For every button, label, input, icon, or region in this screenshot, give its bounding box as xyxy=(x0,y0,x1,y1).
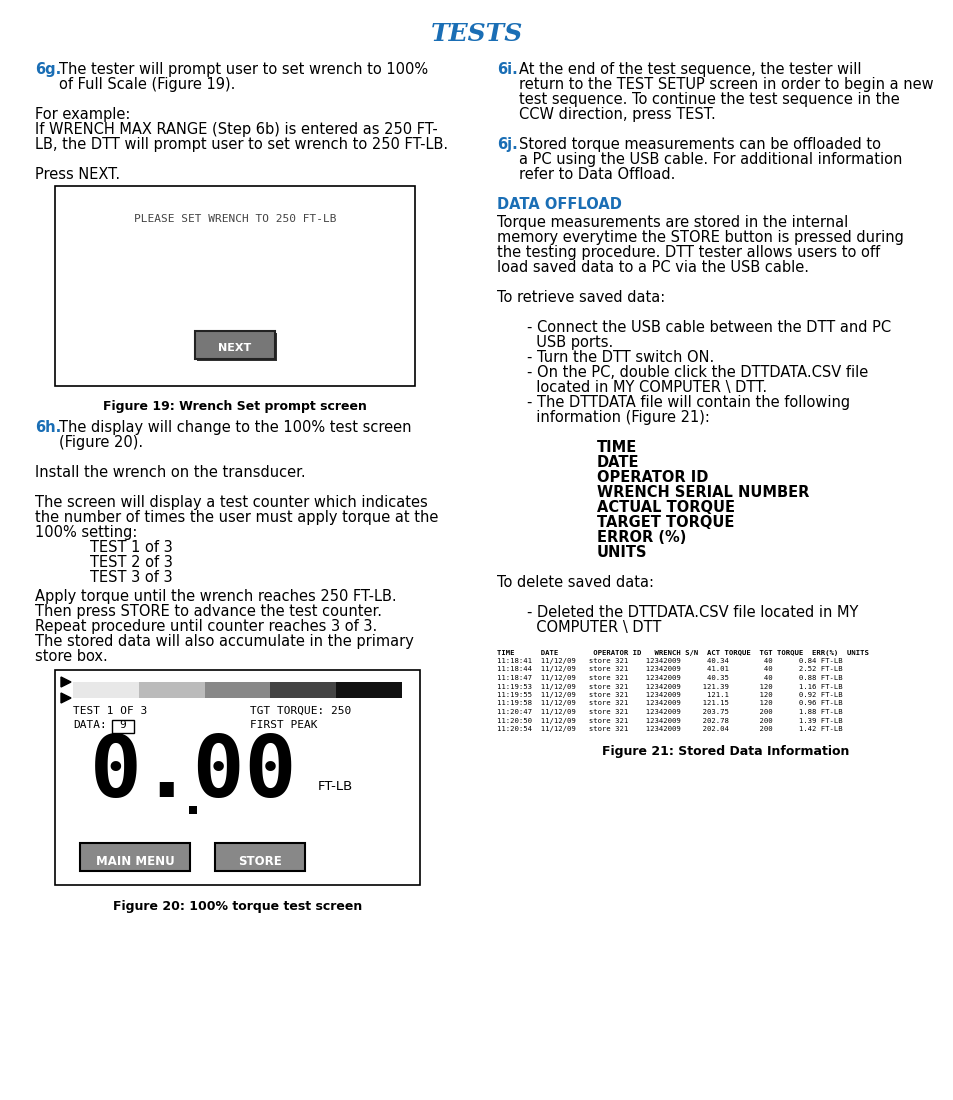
Text: PLEASE SET WRENCH TO 250 FT-LB: PLEASE SET WRENCH TO 250 FT-LB xyxy=(133,214,335,224)
Text: Apply torque until the wrench reaches 250 FT-LB.: Apply torque until the wrench reaches 25… xyxy=(35,588,396,604)
Text: 6i.: 6i. xyxy=(497,62,517,77)
Text: FT-LB: FT-LB xyxy=(317,780,353,793)
Text: To retrieve saved data:: To retrieve saved data: xyxy=(497,290,664,305)
Text: 0.00: 0.00 xyxy=(90,732,297,815)
Text: 6g.: 6g. xyxy=(35,62,61,77)
Text: TEST 2 of 3: TEST 2 of 3 xyxy=(90,556,172,570)
Text: Repeat procedure until counter reaches 3 of 3.: Repeat procedure until counter reaches 3… xyxy=(35,619,376,634)
Text: For example:: For example: xyxy=(35,107,131,122)
Text: test sequence. To continue the test sequence in the: test sequence. To continue the test sequ… xyxy=(518,92,899,107)
Text: 11:19:58  11/12/09   store 321    12342009     121.15       120      0.96 FT-LB: 11:19:58 11/12/09 store 321 12342009 121… xyxy=(497,701,841,706)
Text: 11:19:53  11/12/09   store 321    12342009     121.39       120      1.16 FT-LB: 11:19:53 11/12/09 store 321 12342009 121… xyxy=(497,683,841,690)
Text: NEXT: NEXT xyxy=(218,343,252,353)
Text: Torque measurements are stored in the internal: Torque measurements are stored in the in… xyxy=(497,214,847,230)
Text: ACTUAL TORQUE: ACTUAL TORQUE xyxy=(597,500,734,515)
Text: 11:18:41  11/12/09   store 321    12342009      40.34        40      0.84 FT-LB: 11:18:41 11/12/09 store 321 12342009 40.… xyxy=(497,658,841,664)
Text: Figure 19: Wrench Set prompt screen: Figure 19: Wrench Set prompt screen xyxy=(103,400,367,412)
Text: Then press STORE to advance the test counter.: Then press STORE to advance the test cou… xyxy=(35,604,381,619)
Text: 11:18:47  11/12/09   store 321    12342009      40.35        40      0.88 FT-LB: 11:18:47 11/12/09 store 321 12342009 40.… xyxy=(497,675,841,681)
Text: the number of times the user must apply torque at the: the number of times the user must apply … xyxy=(35,510,438,525)
Text: Figure 21: Stored Data Information: Figure 21: Stored Data Information xyxy=(601,745,848,758)
Bar xyxy=(55,670,419,886)
Text: CCW direction, press TEST.: CCW direction, press TEST. xyxy=(518,107,715,122)
Text: - On the PC, double click the DTTDATA.CSV file: - On the PC, double click the DTTDATA.CS… xyxy=(526,365,867,380)
Text: DATA OFFLOAD: DATA OFFLOAD xyxy=(497,197,621,212)
Text: TEST 1 of 3: TEST 1 of 3 xyxy=(90,540,172,556)
Text: TIME: TIME xyxy=(597,440,637,455)
Text: - The DTTDATA file will contain the following: - The DTTDATA file will contain the foll… xyxy=(526,395,849,410)
Text: DATE: DATE xyxy=(597,455,639,470)
Bar xyxy=(80,843,190,871)
Text: 11:19:55  11/12/09   store 321    12342009      121.1       120      0.92 FT-LB: 11:19:55 11/12/09 store 321 12342009 121… xyxy=(497,692,841,698)
Text: COMPUTER \ DTT: COMPUTER \ DTT xyxy=(526,620,660,635)
Text: Install the wrench on the transducer.: Install the wrench on the transducer. xyxy=(35,465,305,480)
Bar xyxy=(112,720,133,733)
Text: 11:18:44  11/12/09   store 321    12342009      41.01        40      2.52 FT-LB: 11:18:44 11/12/09 store 321 12342009 41.… xyxy=(497,667,841,672)
Bar xyxy=(194,331,274,359)
Text: 9: 9 xyxy=(119,720,126,730)
Text: 100% setting:: 100% setting: xyxy=(35,525,137,540)
Bar xyxy=(196,333,276,361)
Text: of Full Scale (Figure 19).: of Full Scale (Figure 19). xyxy=(59,77,235,92)
Text: refer to Data Offload.: refer to Data Offload. xyxy=(518,167,675,182)
Bar xyxy=(204,682,270,698)
Bar xyxy=(189,806,196,814)
Text: return to the TEST SETUP screen in order to begin a new: return to the TEST SETUP screen in order… xyxy=(518,77,933,92)
Bar xyxy=(73,682,138,698)
Text: TGT TORQUE: 250: TGT TORQUE: 250 xyxy=(250,706,351,716)
Text: TIME      DATE        OPERATOR ID   WRENCH S/N  ACT TORQUE  TGT TORQUE  ERR(%)  : TIME DATE OPERATOR ID WRENCH S/N ACT TOR… xyxy=(497,650,868,656)
Text: - Connect the USB cable between the DTT and PC: - Connect the USB cable between the DTT … xyxy=(526,320,890,336)
Text: The tester will prompt user to set wrench to 100%: The tester will prompt user to set wrenc… xyxy=(59,62,428,77)
Text: MAIN MENU: MAIN MENU xyxy=(95,855,174,868)
Bar xyxy=(214,843,305,871)
Polygon shape xyxy=(61,676,71,688)
Text: located in MY COMPUTER \ DTT.: located in MY COMPUTER \ DTT. xyxy=(526,379,766,395)
Text: 11:20:47  11/12/09   store 321    12342009     203.75       200      1.88 FT-LB: 11:20:47 11/12/09 store 321 12342009 203… xyxy=(497,710,841,715)
Text: 11:20:50  11/12/09   store 321    12342009     202.78       200      1.39 FT-LB: 11:20:50 11/12/09 store 321 12342009 202… xyxy=(497,717,841,724)
Text: store box.: store box. xyxy=(35,649,108,664)
Text: LB, the DTT will prompt user to set wrench to 250 FT-LB.: LB, the DTT will prompt user to set wren… xyxy=(35,138,448,152)
Bar xyxy=(55,186,415,386)
Text: memory everytime the STORE button is pressed during: memory everytime the STORE button is pre… xyxy=(497,230,902,245)
Bar xyxy=(335,682,401,698)
Text: TESTS: TESTS xyxy=(431,22,522,46)
Text: The screen will display a test counter which indicates: The screen will display a test counter w… xyxy=(35,495,427,510)
Text: If WRENCH MAX RANGE (Step 6b) is entered as 250 FT-: If WRENCH MAX RANGE (Step 6b) is entered… xyxy=(35,122,437,138)
Text: the testing procedure. DTT tester allows users to off: the testing procedure. DTT tester allows… xyxy=(497,245,880,260)
Text: WRENCH SERIAL NUMBER: WRENCH SERIAL NUMBER xyxy=(597,485,808,501)
Text: To delete saved data:: To delete saved data: xyxy=(497,575,654,590)
Text: a PC using the USB cable. For additional information: a PC using the USB cable. For additional… xyxy=(518,152,902,167)
Text: Figure 20: 100% torque test screen: Figure 20: 100% torque test screen xyxy=(112,900,362,913)
Text: (Figure 20).: (Figure 20). xyxy=(59,434,143,450)
Bar xyxy=(270,682,335,698)
Text: information (Figure 21):: information (Figure 21): xyxy=(526,410,709,425)
Text: OPERATOR ID: OPERATOR ID xyxy=(597,470,708,485)
Text: 11:20:54  11/12/09   store 321    12342009     202.04       200      1.42 FT-LB: 11:20:54 11/12/09 store 321 12342009 202… xyxy=(497,726,841,732)
Text: - Turn the DTT switch ON.: - Turn the DTT switch ON. xyxy=(526,350,714,365)
Text: FIRST PEAK: FIRST PEAK xyxy=(250,720,317,730)
Text: At the end of the test sequence, the tester will: At the end of the test sequence, the tes… xyxy=(518,62,861,77)
Text: 6j.: 6j. xyxy=(497,138,517,152)
Text: 6h.: 6h. xyxy=(35,420,61,434)
Text: The display will change to the 100% test screen: The display will change to the 100% test… xyxy=(59,420,411,434)
Text: TEST 1 OF 3: TEST 1 OF 3 xyxy=(73,706,147,716)
Text: Stored torque measurements can be offloaded to: Stored torque measurements can be offloa… xyxy=(518,138,880,152)
Text: load saved data to a PC via the USB cable.: load saved data to a PC via the USB cabl… xyxy=(497,260,808,275)
Text: UNITS: UNITS xyxy=(597,544,647,560)
Text: TEST 3 of 3: TEST 3 of 3 xyxy=(90,570,172,585)
Text: The stored data will also accumulate in the primary: The stored data will also accumulate in … xyxy=(35,634,414,649)
Text: DATA:: DATA: xyxy=(73,720,107,730)
Polygon shape xyxy=(61,693,71,703)
Text: Press NEXT.: Press NEXT. xyxy=(35,167,120,182)
Text: USB ports.: USB ports. xyxy=(526,336,613,350)
Text: TARGET TORQUE: TARGET TORQUE xyxy=(597,515,734,530)
Text: - Deleted the DTTDATA.CSV file located in MY: - Deleted the DTTDATA.CSV file located i… xyxy=(526,605,858,620)
Text: ERROR (%): ERROR (%) xyxy=(597,530,685,544)
Bar xyxy=(138,682,204,698)
Text: STORE: STORE xyxy=(238,855,281,868)
